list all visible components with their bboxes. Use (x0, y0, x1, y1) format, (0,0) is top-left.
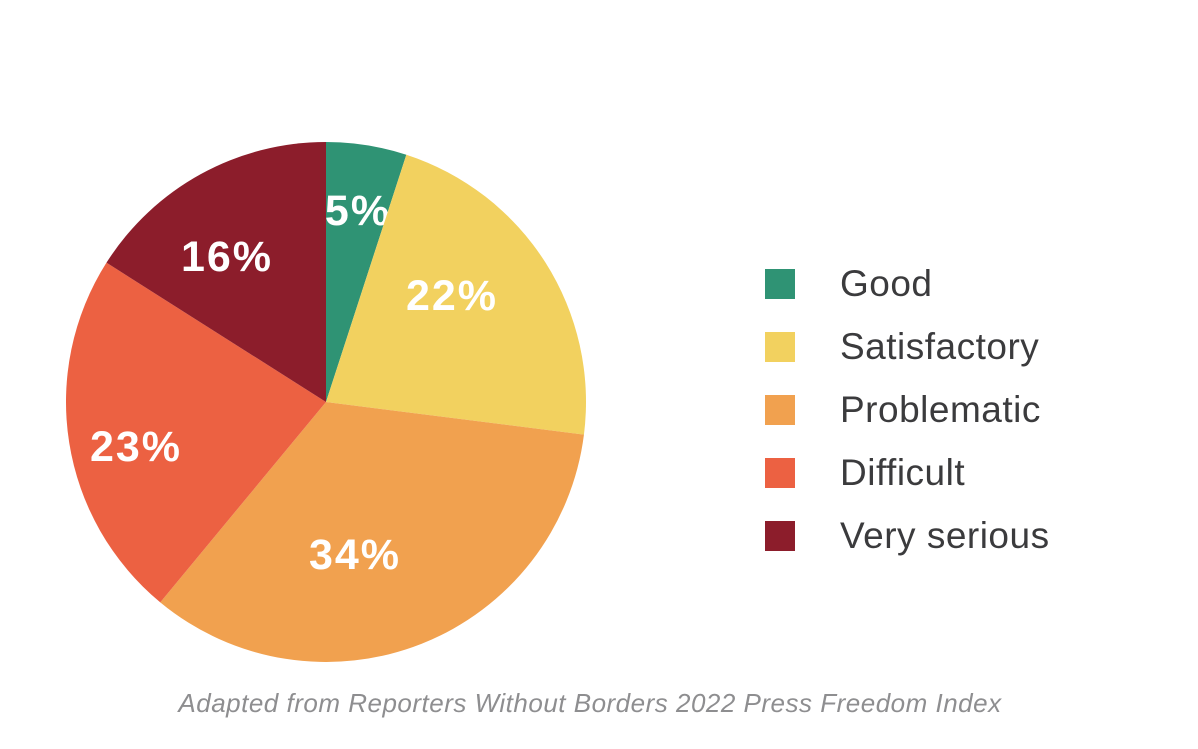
pie-slice-difficult (66, 262, 326, 603)
legend-label-satisfactory: Satisfactory (840, 325, 1040, 367)
legend-label-difficult: Difficult (840, 451, 966, 493)
legend: Good Satisfactory Problematic Difficult … (765, 252, 1050, 567)
legend-swatch-good (765, 268, 795, 299)
pie-slice-very-serious (106, 142, 326, 402)
pie-slice-satisfactory (326, 154, 586, 435)
legend-label-problematic: Problematic (840, 388, 1041, 430)
legend-item-good: Good (765, 252, 1050, 315)
legend-label-very-serious: Very serious (840, 514, 1050, 556)
pie-slice-problematic (160, 402, 584, 662)
pie-percent-label-problematic: 34% (309, 531, 401, 579)
legend-item-satisfactory: Satisfactory (765, 315, 1050, 378)
source-caption: Adapted from Reporters Without Borders 2… (178, 688, 1002, 718)
legend-item-problematic: Problematic (765, 378, 1050, 441)
pie-percent-label-very-serious: 16% (181, 233, 273, 281)
pie-chart: 5% 22% 34% 23% 16% (66, 142, 586, 662)
legend-label-good: Good (840, 262, 933, 304)
legend-item-very-serious: Very serious (765, 504, 1050, 567)
legend-swatch-very-serious (765, 520, 795, 551)
pie-percent-label-difficult: 23% (90, 423, 182, 471)
pie-percent-label-satisfactory: 22% (406, 272, 498, 320)
legend-swatch-difficult (765, 457, 795, 488)
pie-slice-good (326, 142, 407, 402)
pie-percent-label-good: 5% (325, 187, 391, 235)
legend-swatch-satisfactory (765, 331, 795, 362)
legend-item-difficult: Difficult (765, 441, 1050, 504)
legend-swatch-problematic (765, 394, 795, 425)
